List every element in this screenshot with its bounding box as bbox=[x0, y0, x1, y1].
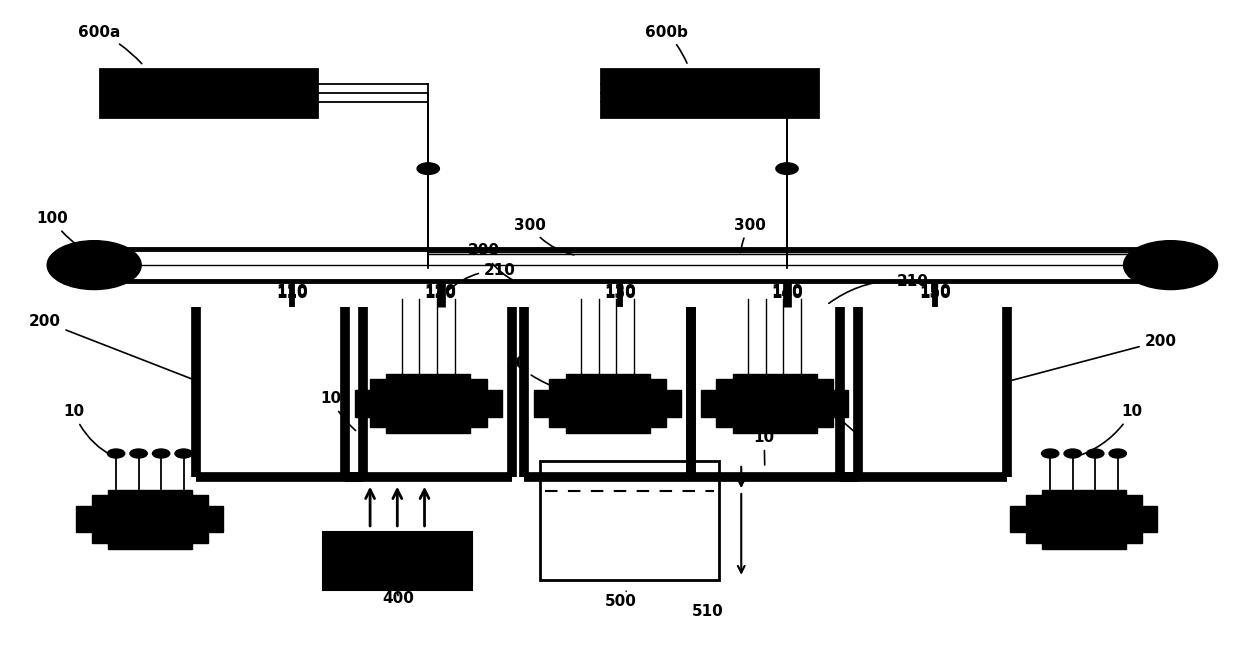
Bar bbox=[565, 374, 650, 380]
Text: 120: 120 bbox=[424, 286, 456, 301]
Circle shape bbox=[47, 241, 141, 289]
Circle shape bbox=[1086, 449, 1104, 458]
Text: 110: 110 bbox=[277, 286, 308, 301]
Text: 140: 140 bbox=[771, 286, 804, 301]
Bar bbox=[717, 379, 833, 428]
Bar bbox=[701, 390, 717, 417]
Bar bbox=[108, 543, 192, 549]
Text: 10: 10 bbox=[505, 356, 562, 390]
Bar bbox=[100, 69, 317, 117]
Text: 200: 200 bbox=[1012, 333, 1177, 380]
Bar bbox=[565, 427, 650, 433]
Text: 140: 140 bbox=[771, 284, 804, 299]
Circle shape bbox=[153, 449, 170, 458]
Bar bbox=[733, 427, 817, 433]
Bar bbox=[1042, 543, 1126, 549]
Bar bbox=[108, 490, 192, 495]
Bar bbox=[386, 427, 470, 433]
Text: 200: 200 bbox=[467, 244, 512, 280]
Bar bbox=[208, 506, 223, 532]
Text: 150: 150 bbox=[920, 286, 951, 301]
Bar bbox=[1042, 490, 1126, 495]
Circle shape bbox=[1042, 449, 1059, 458]
Bar bbox=[534, 390, 549, 417]
Text: 200: 200 bbox=[29, 314, 195, 380]
Circle shape bbox=[1064, 449, 1081, 458]
Text: 10: 10 bbox=[321, 391, 356, 430]
Text: 200: 200 bbox=[812, 401, 861, 437]
Bar bbox=[833, 390, 848, 417]
Text: 150: 150 bbox=[920, 284, 951, 299]
Circle shape bbox=[1123, 241, 1218, 289]
Text: 510: 510 bbox=[692, 604, 723, 619]
Circle shape bbox=[417, 163, 439, 174]
Bar bbox=[76, 249, 1189, 281]
Bar bbox=[1025, 495, 1142, 543]
Text: 600a: 600a bbox=[78, 25, 141, 64]
Bar bbox=[1142, 506, 1157, 532]
Bar bbox=[355, 390, 370, 417]
Text: 210: 210 bbox=[828, 274, 929, 304]
Text: 10: 10 bbox=[754, 430, 775, 465]
Text: 120: 120 bbox=[424, 284, 456, 299]
Text: 300: 300 bbox=[734, 218, 765, 253]
Text: 300: 300 bbox=[513, 218, 574, 255]
Text: 600b: 600b bbox=[645, 25, 688, 63]
Bar bbox=[324, 532, 471, 590]
Text: 100: 100 bbox=[36, 211, 104, 261]
Bar bbox=[601, 69, 818, 117]
Circle shape bbox=[175, 449, 192, 458]
Bar bbox=[539, 461, 719, 580]
Bar bbox=[77, 506, 92, 532]
Bar bbox=[1011, 506, 1025, 532]
Circle shape bbox=[776, 163, 799, 174]
Bar bbox=[666, 390, 681, 417]
Bar bbox=[386, 374, 470, 380]
Text: 400: 400 bbox=[382, 591, 414, 606]
Circle shape bbox=[130, 449, 148, 458]
Text: 110: 110 bbox=[277, 284, 308, 299]
Bar bbox=[549, 379, 666, 428]
Text: 500: 500 bbox=[605, 591, 637, 609]
Text: 210: 210 bbox=[446, 263, 516, 292]
Circle shape bbox=[108, 449, 125, 458]
Text: 10: 10 bbox=[63, 404, 114, 457]
Bar bbox=[733, 374, 817, 380]
Text: 130: 130 bbox=[604, 286, 636, 301]
Circle shape bbox=[1109, 449, 1126, 458]
Bar bbox=[92, 495, 208, 543]
Bar bbox=[370, 379, 486, 428]
Bar bbox=[486, 390, 502, 417]
Text: 10: 10 bbox=[1074, 404, 1142, 457]
Text: 130: 130 bbox=[604, 284, 636, 299]
